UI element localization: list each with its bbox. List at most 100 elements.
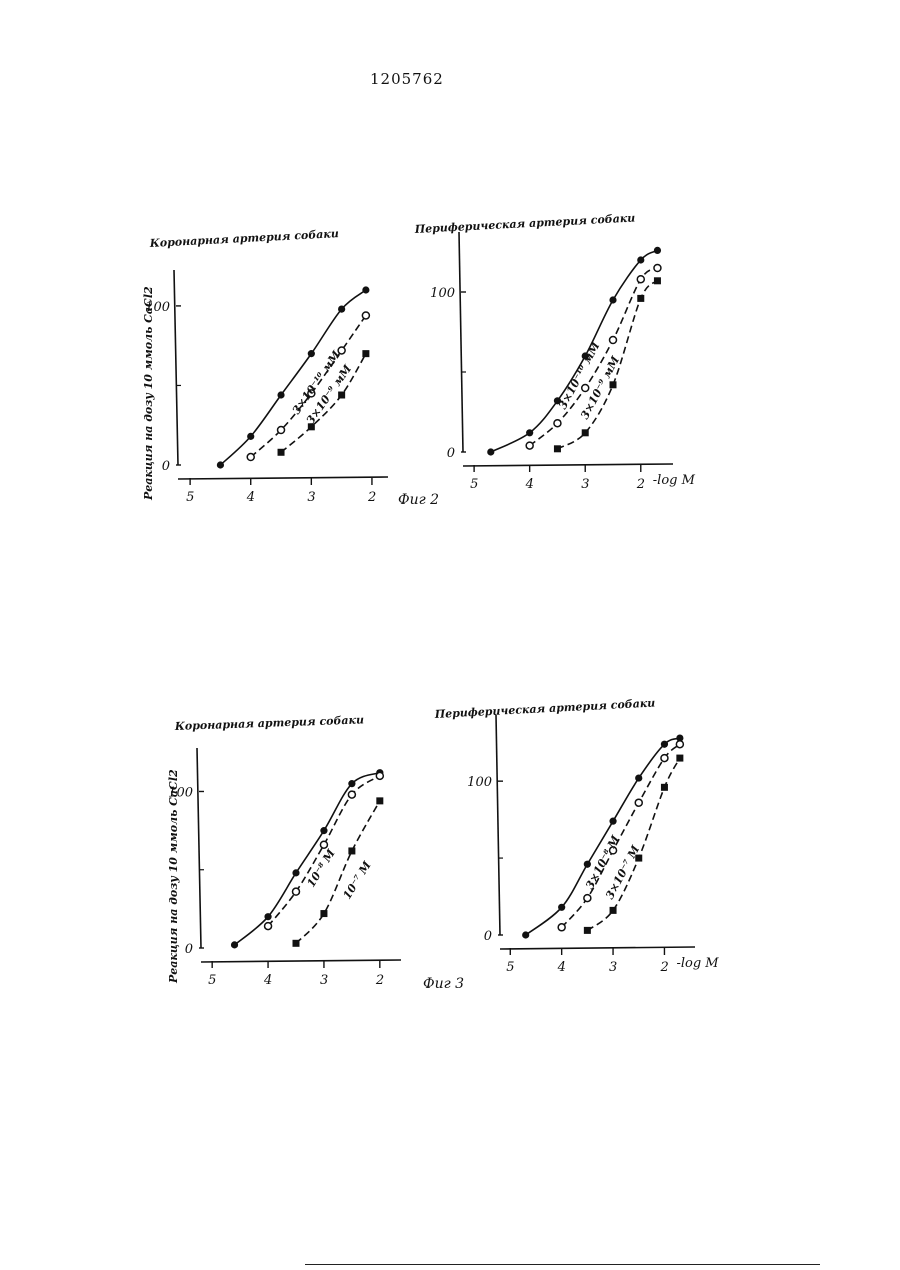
data-point-open-circle [293,888,300,895]
data-point-filled-circle [584,861,591,868]
data-point-open-circle [661,755,668,762]
x-tick-label: 4 [557,960,566,975]
data-point-open-circle [610,337,617,344]
y-tick-label: 100 [467,775,492,790]
data-point-open-circle [584,895,591,902]
y-tick-label: 0 [484,929,492,944]
data-point-square [676,755,683,762]
data-point-filled-circle [217,461,224,468]
data-point-square [293,940,300,947]
data-point-filled-circle [526,429,533,436]
page-number: 1205762 [370,70,444,88]
x-tick-label: 3 [581,477,589,492]
chart-fig2-coronary: 01005432Коронарная артерия собакиРеакция… [140,225,380,505]
data-point-square [554,445,561,452]
x-axis-label: -log M [676,956,719,971]
data-point-filled-circle [637,256,644,263]
x-tick-label: 3 [609,960,617,975]
x-tick-label: 4 [263,973,272,988]
data-point-open-circle [338,347,345,354]
data-point-square [338,392,345,399]
x-axis-label: -log M [653,473,696,488]
y-axis [496,715,500,935]
data-point-open-circle [348,791,355,798]
data-point-filled-circle [292,869,299,876]
x-axis [201,960,401,962]
data-point-square [610,381,617,388]
y-tick-label: 100 [430,286,455,301]
data-point-filled-circle [264,913,271,920]
x-tick-label: 5 [470,477,478,492]
data-point-square [320,910,327,917]
x-tick-label: 4 [525,477,534,492]
data-point-filled-circle [338,305,345,312]
data-point-open-circle [278,427,285,434]
data-point-filled-circle [308,350,315,357]
data-point-square [637,295,644,302]
data-point-open-circle [582,385,589,392]
data-point-filled-circle [362,286,369,293]
data-point-filled-circle [247,433,254,440]
figure-3-label: Фиг 3 [423,976,464,992]
chart-fig3-peripheral: 01005432-log MПериферическая артерия соб… [430,700,700,980]
chart-title: Коронарная артерия собаки [174,713,365,733]
data-point-square [610,907,617,914]
data-point-filled-circle [348,780,355,787]
x-tick-label: 4 [246,490,255,505]
chart-title: Периферическая артерия собаки [433,696,655,721]
chart-fig3-coronary: 01005432Коронарная артерия собакиРеакция… [165,710,395,990]
x-axis [178,477,388,479]
y-axis [174,270,178,465]
data-point-open-circle [635,799,642,806]
x-tick-label: 3 [307,490,315,505]
y-axis-label: Реакция на дозу 10 ммоль CaCl2 [167,769,180,984]
figure-2-label: Фиг 2 [398,492,439,508]
x-tick-label: 2 [375,973,384,988]
data-point-filled-circle [277,391,284,398]
data-point-filled-circle [609,296,616,303]
data-point-open-circle [376,772,383,779]
chart-fig2-peripheral: 01005432-log MПериферическая артерия соб… [405,215,675,495]
data-point-filled-circle [558,904,565,911]
data-point-filled-circle [522,931,529,938]
data-point-square [376,797,383,804]
data-point-square [654,277,661,284]
x-tick-label: 2 [659,960,668,975]
data-point-open-circle [558,924,565,931]
data-point-open-circle [362,312,369,319]
data-point-square [362,350,369,357]
x-tick-label: 3 [320,973,328,988]
data-point-filled-circle [320,827,327,834]
x-tick-label: 2 [636,477,645,492]
data-point-filled-circle [487,448,494,455]
y-axis [197,748,201,948]
data-point-square [582,429,589,436]
series-line-0 [491,250,658,452]
data-point-open-circle [247,454,254,461]
data-point-square [661,784,668,791]
chart-title: Периферическая артерия собаки [413,211,635,236]
y-tick-label: 0 [185,942,193,957]
data-point-open-circle [637,276,644,283]
data-point-square [584,927,591,934]
data-point-filled-circle [231,941,238,948]
x-tick-label: 5 [506,960,514,975]
x-axis [500,947,695,949]
y-axis-label: Реакция на дозу 10 ммоль CaCl2 [142,286,155,501]
data-point-filled-circle [635,774,642,781]
data-point-square [348,847,355,854]
data-point-filled-circle [654,247,661,254]
data-point-square [278,449,285,456]
data-point-open-circle [526,442,533,449]
data-point-filled-circle [661,741,668,748]
series-line-1 [562,744,680,927]
x-axis [463,464,673,466]
y-axis [459,232,463,452]
y-tick-label: 0 [447,446,455,461]
chart-title: Коронарная артерия собаки [148,227,339,250]
data-point-open-circle [554,420,561,427]
data-point-open-circle [265,923,272,930]
data-point-open-circle [654,265,661,272]
data-point-open-circle [676,741,683,748]
x-tick-label: 5 [186,490,194,505]
